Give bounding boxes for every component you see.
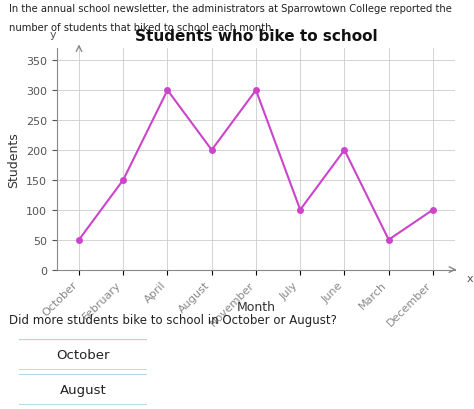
Text: y: y (50, 30, 56, 40)
Text: August: August (60, 383, 106, 396)
Text: x: x (467, 274, 474, 284)
Y-axis label: Students: Students (8, 132, 20, 187)
Text: In the annual school newsletter, the administrators at Sparrowtown College repor: In the annual school newsletter, the adm… (9, 4, 452, 14)
Text: October: October (56, 348, 109, 361)
Text: Month: Month (237, 301, 275, 314)
Text: Did more students bike to school in October or August?: Did more students bike to school in Octo… (9, 313, 337, 326)
FancyBboxPatch shape (15, 374, 151, 405)
Title: Students who bike to school: Students who bike to school (135, 29, 377, 44)
FancyBboxPatch shape (15, 339, 151, 370)
Text: number of students that biked to school each month.: number of students that biked to school … (9, 22, 275, 32)
